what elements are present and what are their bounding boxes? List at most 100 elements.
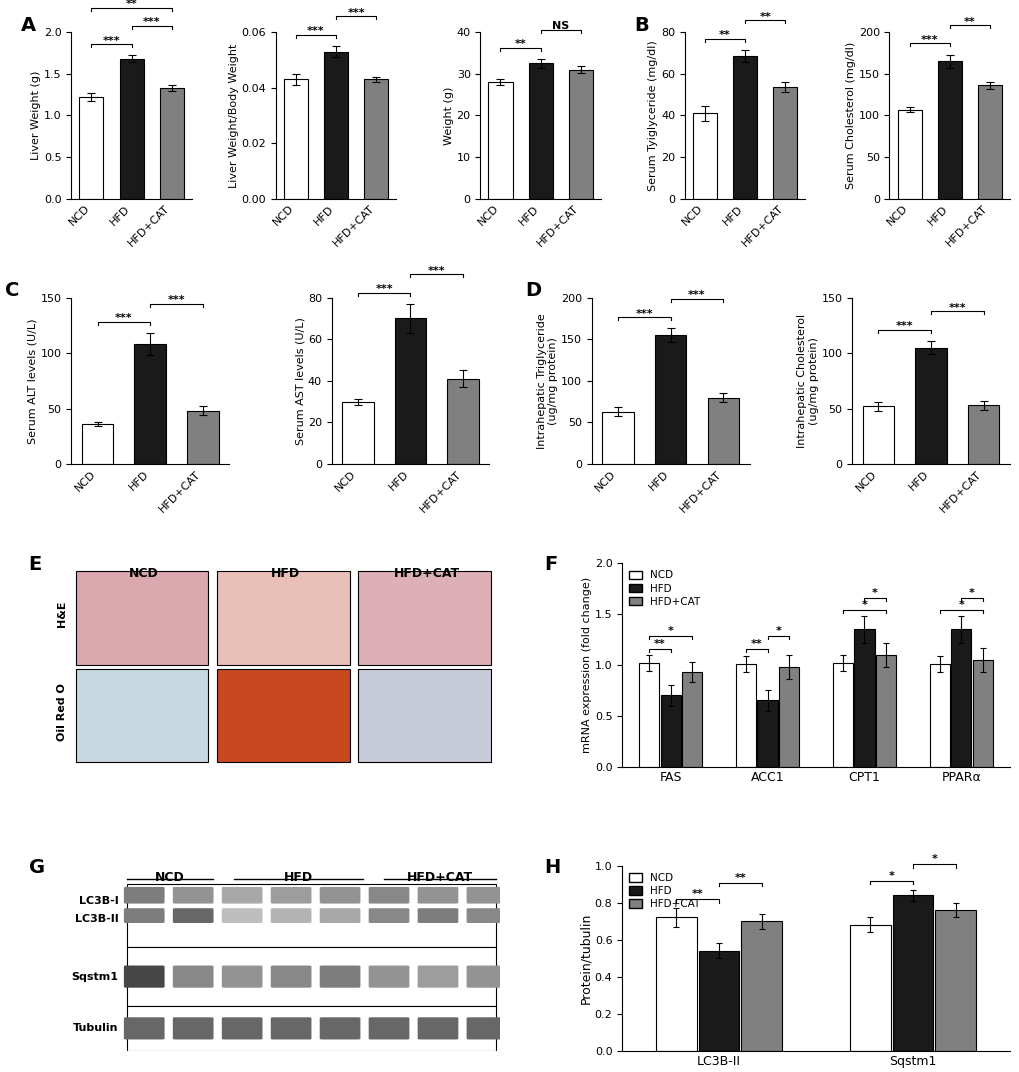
- Text: *: *: [968, 587, 974, 598]
- Bar: [977, 86, 1001, 198]
- Text: **: **: [515, 40, 526, 49]
- Text: HFD+CAT: HFD+CAT: [393, 567, 460, 580]
- Text: Oil Red O: Oil Red O: [57, 683, 67, 741]
- FancyBboxPatch shape: [466, 887, 506, 904]
- Text: *: *: [888, 870, 894, 881]
- FancyBboxPatch shape: [270, 908, 311, 923]
- Bar: [854, 629, 873, 766]
- Text: ***: ***: [375, 284, 392, 294]
- Text: ***: ***: [143, 17, 160, 27]
- FancyBboxPatch shape: [270, 887, 311, 904]
- Bar: [849, 925, 890, 1051]
- FancyBboxPatch shape: [319, 1017, 360, 1040]
- Bar: [127, 1007, 495, 1051]
- Bar: [707, 398, 739, 464]
- FancyBboxPatch shape: [123, 966, 164, 987]
- Text: *: *: [930, 854, 936, 864]
- Bar: [528, 63, 552, 198]
- Text: Sqstm1: Sqstm1: [71, 971, 118, 982]
- FancyBboxPatch shape: [172, 887, 213, 904]
- FancyBboxPatch shape: [123, 887, 164, 904]
- Text: D: D: [525, 281, 541, 300]
- Bar: [75, 669, 208, 762]
- Y-axis label: Serum AST levels (U/L): Serum AST levels (U/L): [294, 317, 305, 445]
- FancyBboxPatch shape: [319, 908, 360, 923]
- FancyBboxPatch shape: [466, 908, 506, 923]
- Text: HFD+CAT: HFD+CAT: [407, 872, 473, 884]
- Y-axis label: Intrahepatic Cholesterol
(ug/mg protein): Intrahepatic Cholesterol (ug/mg protein): [796, 314, 818, 448]
- Text: ***: ***: [307, 26, 324, 36]
- Bar: [447, 378, 478, 464]
- Text: C: C: [5, 281, 19, 300]
- Text: ***: ***: [167, 295, 185, 306]
- Text: NCD: NCD: [155, 872, 184, 884]
- Bar: [692, 114, 716, 198]
- Bar: [324, 51, 347, 198]
- FancyBboxPatch shape: [417, 1017, 458, 1040]
- Bar: [934, 910, 975, 1051]
- Bar: [971, 659, 991, 766]
- FancyBboxPatch shape: [319, 966, 360, 987]
- Y-axis label: Serum Tyiglyceride (mg/dl): Serum Tyiglyceride (mg/dl): [648, 40, 657, 191]
- Bar: [757, 700, 776, 766]
- Text: ***: ***: [688, 291, 705, 300]
- Bar: [741, 921, 782, 1051]
- Legend: NCD, HFD, HFD+CAT: NCD, HFD, HFD+CAT: [627, 568, 702, 609]
- Text: **: **: [653, 639, 665, 649]
- Text: **: **: [718, 30, 731, 40]
- Bar: [914, 347, 946, 464]
- Text: Tubulin: Tubulin: [73, 1024, 118, 1033]
- Bar: [127, 947, 495, 1007]
- Text: **: **: [758, 12, 770, 21]
- Text: ***: ***: [948, 302, 965, 313]
- FancyBboxPatch shape: [368, 887, 409, 904]
- Text: ***: ***: [895, 322, 913, 331]
- Y-axis label: mRNA expression (fold change): mRNA expression (fold change): [582, 577, 591, 753]
- Bar: [892, 895, 932, 1051]
- Bar: [283, 79, 308, 198]
- Text: NCD: NCD: [129, 567, 159, 580]
- Legend: NCD, HFD, HFD+CAT: NCD, HFD, HFD+CAT: [627, 870, 702, 911]
- Bar: [79, 98, 103, 198]
- FancyBboxPatch shape: [417, 908, 458, 923]
- Text: **: **: [750, 639, 762, 649]
- Bar: [341, 402, 373, 464]
- Y-axis label: Liver Weight/Body Weight: Liver Weight/Body Weight: [228, 43, 238, 188]
- FancyBboxPatch shape: [221, 966, 262, 987]
- Text: H&E: H&E: [57, 600, 67, 627]
- Bar: [777, 667, 798, 766]
- Text: ***: ***: [635, 309, 652, 318]
- FancyBboxPatch shape: [466, 1017, 506, 1040]
- Text: **: **: [125, 0, 138, 9]
- Bar: [655, 918, 696, 1051]
- FancyBboxPatch shape: [172, 1017, 213, 1040]
- Bar: [929, 664, 950, 766]
- Y-axis label: Protein/tubulin: Protein/tubulin: [579, 912, 591, 1003]
- FancyBboxPatch shape: [270, 966, 311, 987]
- Text: A: A: [20, 15, 36, 34]
- Bar: [127, 884, 495, 947]
- Bar: [897, 109, 921, 198]
- Y-axis label: Weight (g): Weight (g): [443, 86, 453, 145]
- Y-axis label: Serum Cholesterol (mg/dl): Serum Cholesterol (mg/dl): [845, 42, 855, 189]
- Bar: [159, 88, 183, 198]
- Bar: [967, 405, 999, 464]
- Bar: [394, 318, 426, 464]
- Bar: [217, 669, 350, 762]
- Text: ***: ***: [920, 34, 937, 45]
- Text: *: *: [958, 600, 963, 610]
- FancyBboxPatch shape: [123, 908, 164, 923]
- Bar: [874, 655, 895, 766]
- Bar: [186, 411, 218, 464]
- FancyBboxPatch shape: [417, 887, 458, 904]
- Bar: [364, 79, 388, 198]
- Text: *: *: [871, 587, 877, 598]
- Bar: [135, 344, 166, 464]
- Text: F: F: [544, 555, 557, 575]
- Bar: [833, 662, 853, 766]
- Y-axis label: Liver Weight (g): Liver Weight (g): [32, 71, 41, 160]
- Text: *: *: [667, 626, 673, 637]
- FancyBboxPatch shape: [319, 887, 360, 904]
- FancyBboxPatch shape: [221, 1017, 262, 1040]
- Bar: [358, 571, 491, 665]
